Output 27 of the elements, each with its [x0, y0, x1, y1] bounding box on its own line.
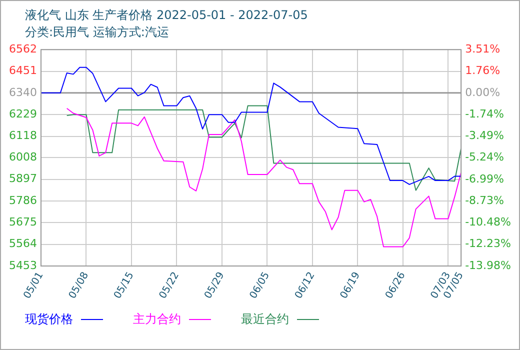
y-tick-label: 5564 — [8, 237, 37, 250]
legend-label: 最近合约 — [241, 312, 289, 326]
chart-subtitle: 分类:民用气 运输方式:汽运 — [25, 24, 169, 41]
y2-tick-label: -3.49% — [465, 129, 504, 142]
y-tick-label: 5453 — [8, 258, 37, 272]
y-tick-label: 5675 — [8, 216, 37, 229]
y-tick-label: 6229 — [8, 107, 37, 120]
y2-tick-label: 3.51% — [465, 42, 500, 56]
y2-tick-label: -1.74% — [465, 107, 504, 120]
legend-label: 主力合约 — [133, 312, 181, 326]
y-tick-label: 6118 — [8, 129, 37, 142]
y-tick-label: 6008 — [8, 150, 37, 164]
y2-tick-label: -12.23% — [465, 237, 512, 250]
y2-tick-label: -13.98% — [465, 258, 512, 272]
y-tick-label: 6451 — [8, 64, 37, 78]
y-tick-label: 5897 — [8, 172, 37, 186]
y2-tick-label: -8.73% — [465, 194, 504, 207]
y2-tick-label: 1.76% — [465, 64, 500, 78]
y2-tick-label: 0.00% — [465, 86, 500, 99]
y2-tick-label: -10.48% — [465, 216, 512, 229]
y2-tick-label: -5.24% — [465, 150, 504, 164]
legend-label: 现货价格 — [25, 312, 73, 326]
y-tick-label: 5786 — [8, 194, 37, 207]
y2-tick-label: -6.99% — [465, 172, 504, 186]
y-tick-label: 6562 — [8, 42, 37, 56]
chart-title: 液化气 山东 生产者价格 2022-05-01 - 2022-07-05 — [25, 7, 308, 24]
y-tick-label: 6340 — [8, 86, 37, 99]
